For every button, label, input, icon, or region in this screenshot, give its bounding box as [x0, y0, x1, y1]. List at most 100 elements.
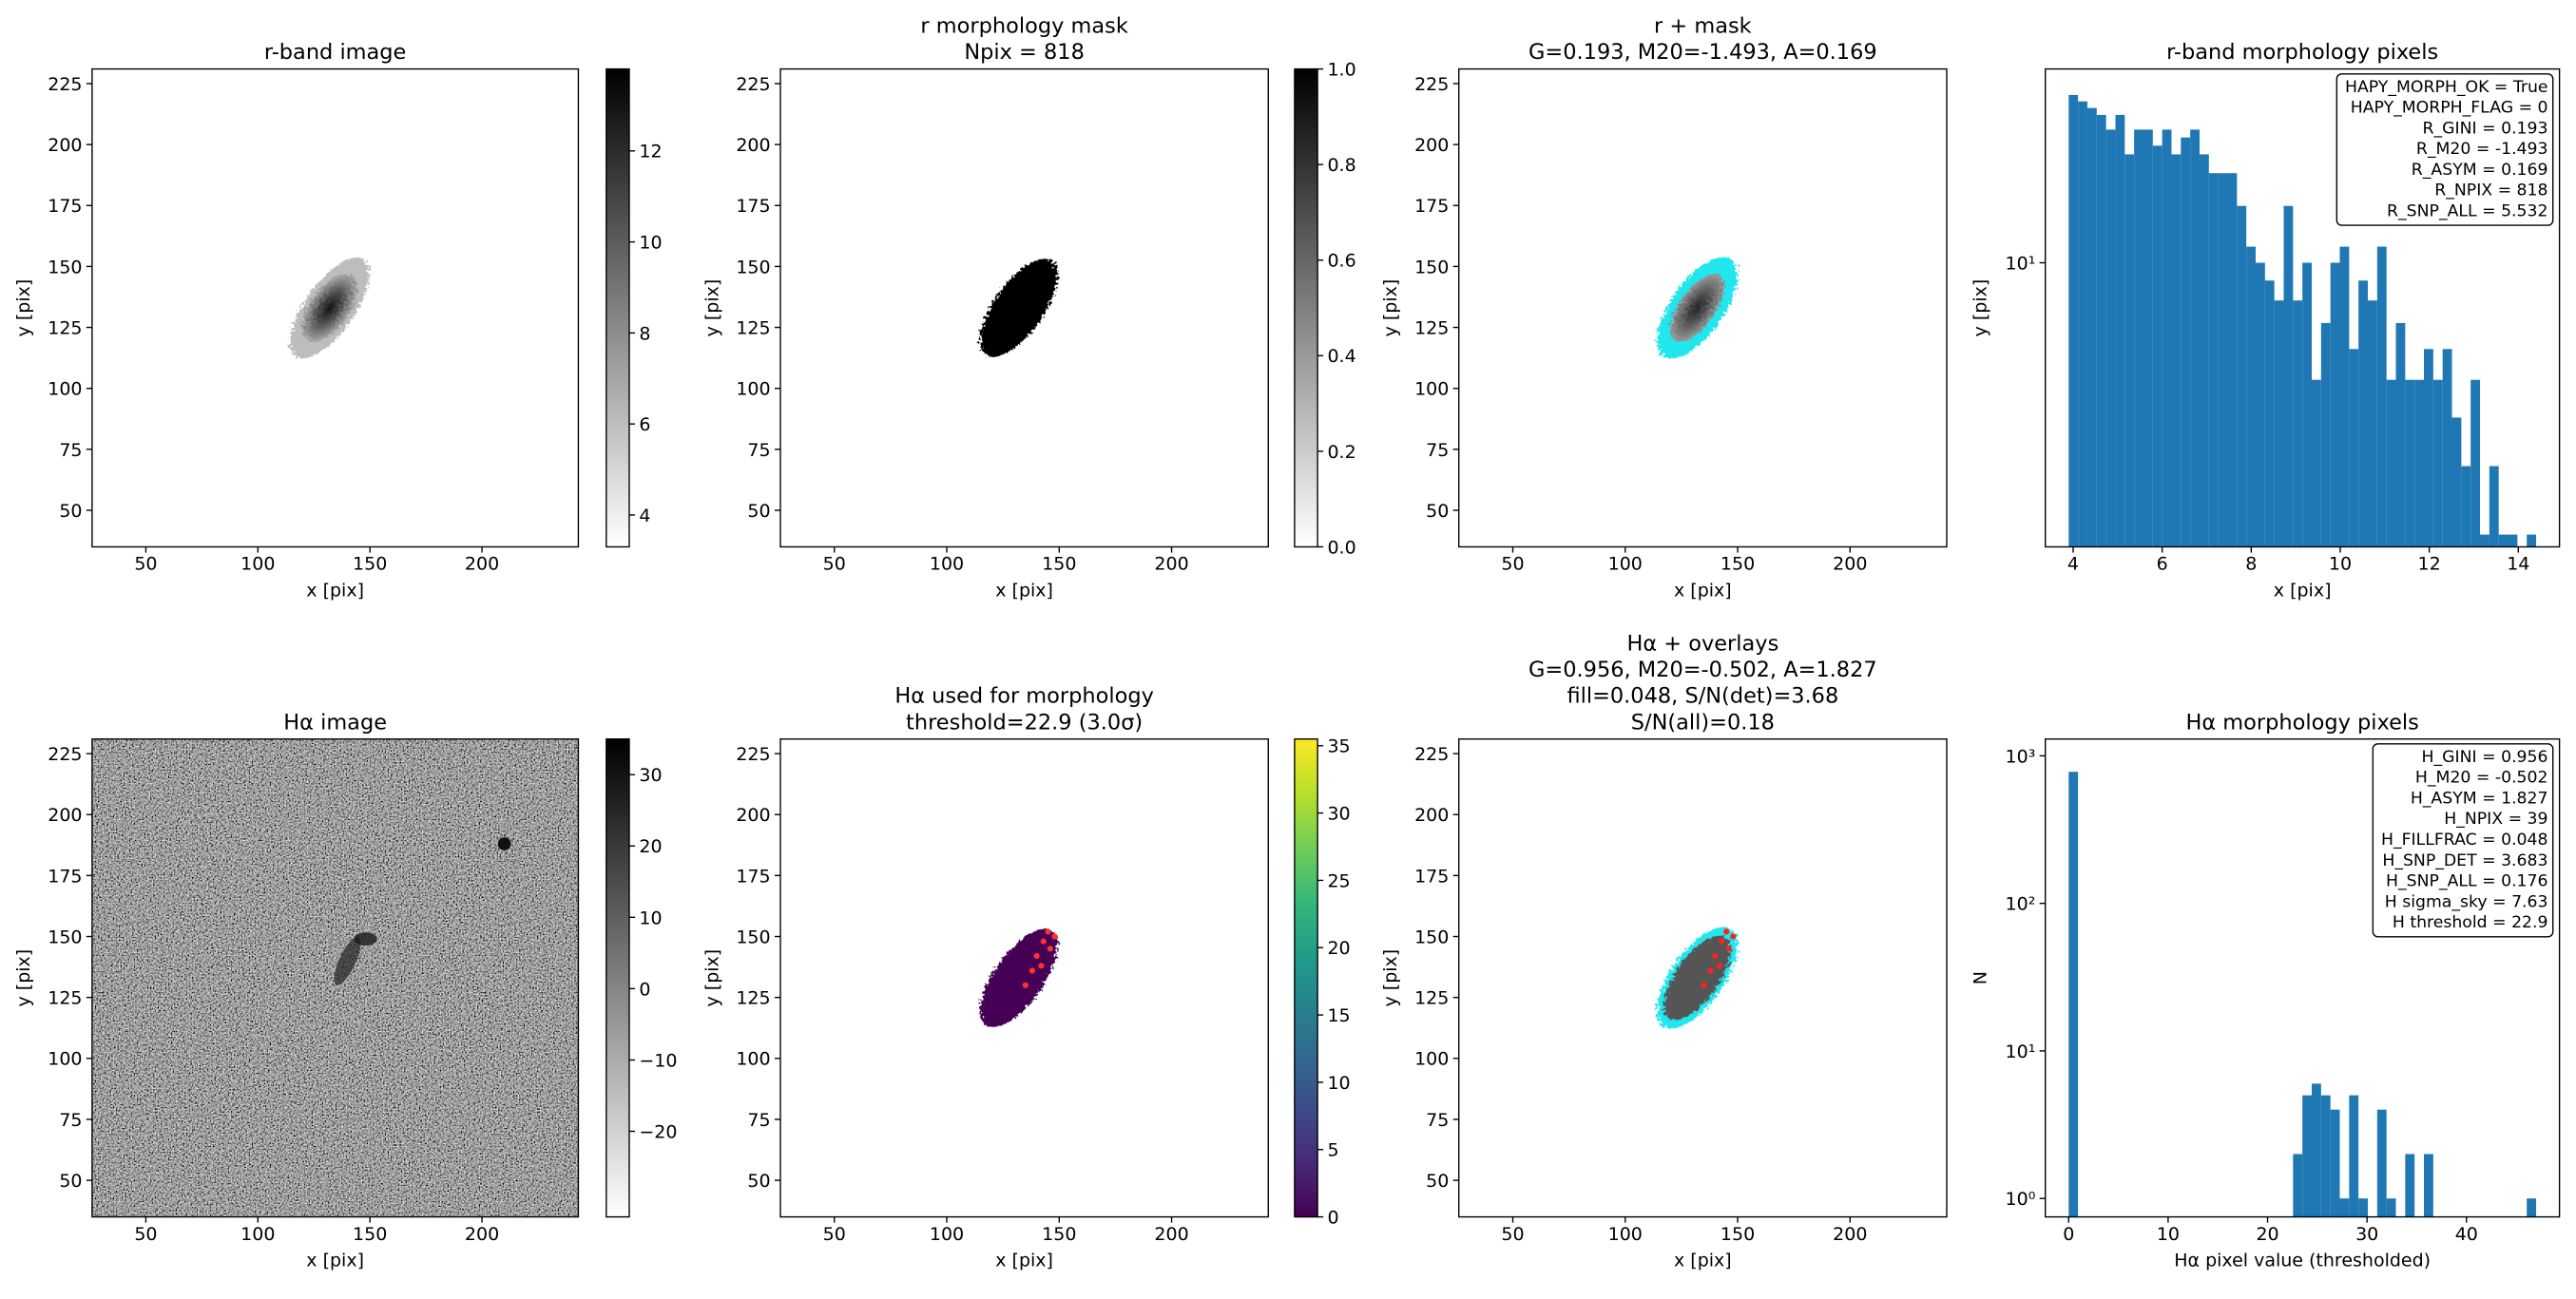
axes-frame — [1458, 67, 1948, 548]
histogram-bar — [2274, 300, 2284, 547]
plot-area — [980, 258, 1058, 357]
y-tick-label: 125 — [1414, 988, 1449, 1009]
x-tick-label: 20 — [2256, 1224, 2278, 1245]
y-tick-label: 225 — [1414, 744, 1449, 765]
y-tick-label: 175 — [48, 866, 82, 887]
colorbar-tick-label: 0 — [1327, 1208, 1338, 1229]
detected-pixel — [1716, 963, 1723, 969]
histogram-bar — [2237, 205, 2247, 547]
histogram-bar — [2442, 349, 2452, 547]
histogram-bar — [2105, 129, 2116, 547]
detected-pixel — [1723, 928, 1730, 935]
annotation-line: R_GINI = 0.193 — [2423, 119, 2548, 138]
x-tick-label: 100 — [240, 554, 275, 575]
annotation-line: HAPY_MORPH_OK = True — [2345, 78, 2548, 97]
x-tick-label: 50 — [1501, 1224, 1524, 1245]
axes-frame — [2045, 67, 2561, 548]
detected-pixel — [1040, 938, 1047, 945]
plot-area — [2068, 772, 2537, 1217]
y-tick-label: 200 — [48, 805, 82, 826]
y-tick-label: 150 — [736, 257, 770, 277]
detected-pixel — [1038, 963, 1045, 969]
y-tick-label: 200 — [736, 805, 770, 826]
x-tick-label: 100 — [930, 554, 964, 575]
y-tick-label: 225 — [736, 744, 770, 765]
annotation-line: H_NPIX = 39 — [2444, 810, 2547, 829]
panel-title: S/N(all)=0.18 — [1631, 710, 1775, 735]
histogram-bar — [2470, 379, 2481, 547]
x-tick-label: 150 — [1042, 1224, 1076, 1245]
histogram-bar — [2246, 246, 2256, 547]
histogram-bar — [2349, 349, 2359, 547]
x-axis-label: x [pix] — [995, 580, 1053, 601]
y-axis-label: y [pix] — [13, 279, 34, 337]
y-axis-label: y [pix] — [13, 949, 34, 1007]
y-tick-label: 125 — [736, 988, 770, 1009]
y-tick-label: 10² — [2006, 894, 2036, 915]
x-axis-label: x [pix] — [1674, 1250, 1732, 1270]
detected-pixel — [1730, 933, 1737, 940]
histogram-bar — [2395, 322, 2406, 547]
histogram-bar — [2386, 379, 2396, 547]
y-tick-label: 225 — [1414, 74, 1449, 95]
x-axis-label: x [pix] — [1674, 580, 1732, 601]
detected-pixel — [1033, 952, 1040, 960]
x-tick-label: 200 — [465, 554, 499, 575]
y-tick-label: 100 — [1414, 1049, 1449, 1070]
histogram-bar — [2339, 1198, 2350, 1217]
plot-area — [1657, 926, 1738, 1029]
y-tick-label: 175 — [736, 196, 770, 217]
x-tick-label: 30 — [2355, 1224, 2378, 1245]
masked-blob — [980, 928, 1058, 1027]
x-axis-label: x [pix] — [306, 1250, 364, 1270]
axes-frame — [91, 737, 580, 1218]
panel-title: G=0.193, M20=-1.493, A=0.169 — [1528, 40, 1877, 65]
y-tick-label: 225 — [736, 74, 770, 95]
plot-area — [290, 257, 370, 359]
x-axis-label: x [pix] — [995, 1250, 1053, 1270]
colorbar-tick-label: 10 — [639, 233, 662, 254]
histogram-bar — [2424, 349, 2433, 547]
plot-area — [2068, 94, 2537, 547]
y-tick-label: 150 — [48, 257, 82, 277]
colorbar — [1294, 67, 1318, 548]
x-tick-label: 50 — [134, 1224, 157, 1245]
y-tick-label: 175 — [1414, 866, 1449, 887]
x-tick-label: 10 — [2329, 554, 2352, 575]
x-tick-label: 200 — [1833, 554, 1867, 575]
colorbar-tick-label: 6 — [639, 414, 650, 435]
x-tick-label: 100 — [240, 1224, 275, 1245]
y-tick-label: 75 — [747, 1110, 770, 1131]
colorbar-tick-label: −10 — [639, 1050, 677, 1071]
colorbar-tick-label: 1.0 — [1327, 59, 1355, 80]
y-tick-label: 10³ — [2006, 746, 2036, 767]
colorbar-tick-label: 10 — [1327, 1073, 1350, 1094]
detected-pixel — [1051, 933, 1058, 940]
x-tick-label: 6 — [2157, 554, 2168, 575]
histogram-bar — [2115, 114, 2125, 547]
annotation-line: R_NPIX = 818 — [2434, 181, 2547, 201]
detected-pixel — [1712, 952, 1719, 960]
x-tick-label: 150 — [353, 554, 387, 575]
colorbar-tick-label: 0.8 — [1327, 155, 1355, 176]
x-tick-label: 200 — [465, 1224, 499, 1245]
panel-title: r-band morphology pixels — [2166, 40, 2438, 65]
histogram-bar — [2134, 129, 2143, 547]
y-tick-label: 150 — [48, 926, 82, 947]
detected-pixel — [1707, 967, 1714, 974]
x-axis-label: Hα pixel value (thresholded) — [2174, 1250, 2431, 1270]
histogram-bar — [2424, 1154, 2433, 1217]
x-tick-label: 200 — [1833, 1224, 1867, 1245]
histogram-bar — [2508, 534, 2518, 547]
x-tick-label: 150 — [1042, 554, 1076, 575]
histogram-bar — [2349, 1095, 2359, 1217]
detected-pixel — [1047, 946, 1053, 952]
histogram-bar — [2320, 322, 2331, 547]
y-tick-label: 100 — [1414, 379, 1449, 400]
